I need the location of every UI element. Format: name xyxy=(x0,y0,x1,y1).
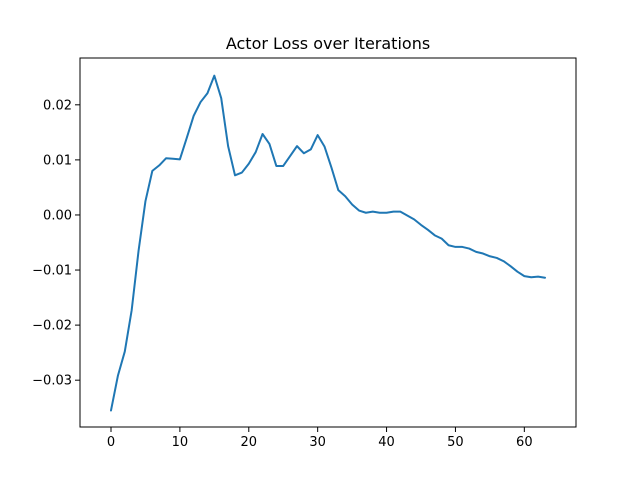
y-tick-label: 0.01 xyxy=(43,153,72,168)
y-tick-label: 0.00 xyxy=(43,208,72,223)
y-tick-label: −0.01 xyxy=(32,264,72,279)
x-tick-label: 0 xyxy=(107,435,115,450)
y-tick-label: −0.02 xyxy=(32,319,72,334)
x-tick-label: 50 xyxy=(447,435,464,450)
x-tick-label: 60 xyxy=(516,435,533,450)
y-tick-label: 0.02 xyxy=(43,98,72,113)
chart-title: Actor Loss over Iterations xyxy=(226,34,430,53)
x-tick-label: 10 xyxy=(172,435,189,450)
x-tick-label: 20 xyxy=(241,435,258,450)
x-tick-label: 30 xyxy=(309,435,326,450)
x-axis: 0 10 20 30 40 50 60 xyxy=(107,427,533,450)
y-axis: −0.03 −0.02 −0.01 0.00 0.01 0.02 xyxy=(32,98,80,389)
x-tick-label: 40 xyxy=(378,435,395,450)
series-layer xyxy=(110,74,546,412)
y-tick-label: −0.03 xyxy=(32,374,72,389)
plot-area-frame xyxy=(79,57,577,428)
series-line-actor-loss xyxy=(110,74,546,412)
